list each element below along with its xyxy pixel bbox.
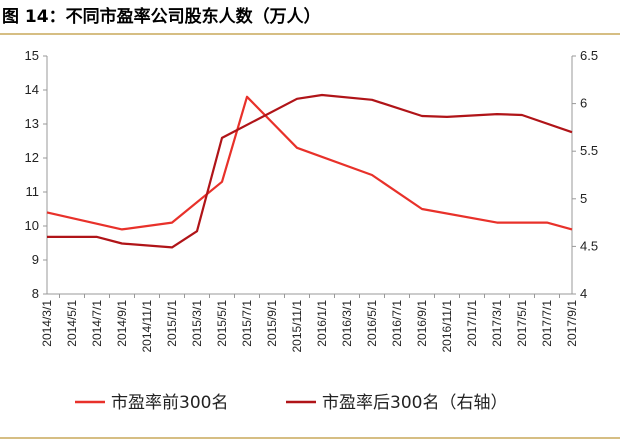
- x-tick-label: 2015/5/1: [215, 300, 229, 347]
- x-tick-label: 2016/9/1: [415, 300, 429, 347]
- left-tick-label: 15: [25, 48, 39, 63]
- left-tick-label: 14: [25, 82, 39, 97]
- x-tick-label: 2016/3/1: [340, 300, 354, 347]
- legend-label-back: 市盈率后300名（右轴）: [322, 393, 507, 413]
- x-tick-label: 2015/9/1: [265, 300, 279, 347]
- x-tick-label: 2016/7/1: [390, 300, 404, 347]
- left-axis-ticks: 8 9 10 11 12 13 14 15: [25, 48, 47, 301]
- x-tick-label: 2016/5/1: [365, 300, 379, 347]
- series-line-front: [46, 95, 573, 231]
- x-tick-label: 2014/5/1: [65, 300, 79, 347]
- left-tick-label: 9: [32, 252, 39, 267]
- legend: 市盈率前300名 市盈率后300名（右轴）: [75, 393, 507, 413]
- right-tick-label: 5.5: [580, 143, 598, 158]
- x-tick-label: 2015/1/1: [165, 300, 179, 347]
- x-tick-label: 2014/7/1: [90, 300, 104, 347]
- right-tick-label: 4.5: [580, 238, 598, 253]
- right-tick-label: 5: [580, 191, 587, 206]
- left-tick-label: 13: [25, 116, 39, 131]
- left-tick-label: 10: [25, 218, 39, 233]
- axes: [46, 56, 573, 295]
- x-axis-ticks: 2014/3/1 2014/5/1 2014/7/1 2014/9/1 2014/11/…: [40, 294, 579, 353]
- x-tick-label: 2016/11/1: [440, 300, 454, 353]
- left-tick-label: 8: [32, 286, 39, 301]
- x-tick-label: 2016/1/1: [315, 300, 329, 347]
- x-tick-label: 2015/11/1: [290, 300, 304, 353]
- right-axis-ticks: 4 4.5 5 5.5 6 6.5: [572, 48, 598, 301]
- series-layer: [46, 93, 573, 249]
- figure-title: 图 14：不同市盈率公司股东人数（万人）: [2, 6, 321, 27]
- x-tick-label: 2015/3/1: [190, 300, 204, 347]
- x-tick-label: 2017/7/1: [540, 300, 554, 347]
- x-tick-label: 2017/9/1: [565, 300, 579, 347]
- x-tick-label: 2014/9/1: [115, 300, 129, 347]
- x-tick-label: 2014/3/1: [40, 300, 54, 347]
- x-tick-label: 2015/7/1: [240, 300, 254, 347]
- x-tick-label: 2017/5/1: [515, 300, 529, 347]
- x-tick-label: 2014/11/1: [140, 300, 154, 353]
- left-tick-label: 11: [26, 184, 40, 199]
- x-tick-label: 2017/1/1: [465, 300, 479, 347]
- right-tick-label: 6: [580, 96, 587, 111]
- legend-label-front: 市盈率前300名: [111, 393, 228, 413]
- x-tick-label: 2017/3/1: [490, 300, 504, 347]
- series-line-back: [47, 93, 573, 249]
- left-tick-label: 12: [25, 150, 39, 165]
- right-tick-label: 6.5: [580, 48, 598, 63]
- right-tick-label: 4: [580, 286, 587, 301]
